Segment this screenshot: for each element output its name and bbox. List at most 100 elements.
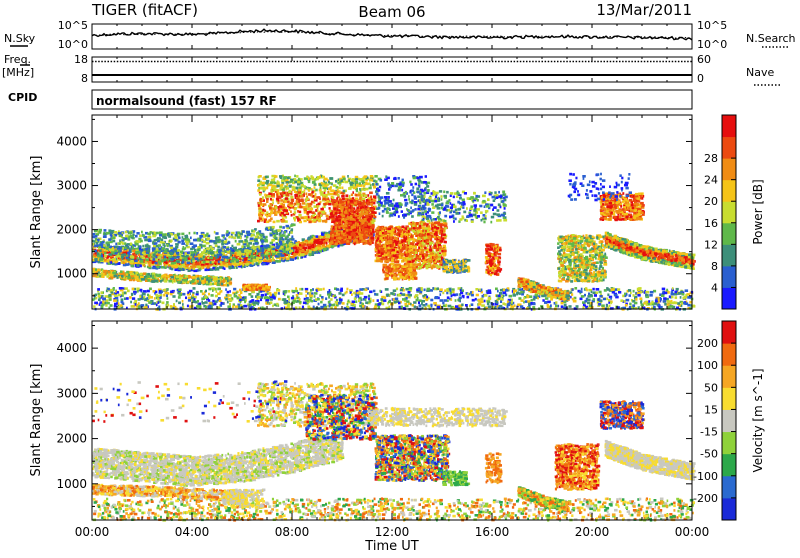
data-point <box>272 305 274 308</box>
data-point <box>594 294 597 297</box>
data-point <box>148 255 150 258</box>
data-point <box>251 295 254 298</box>
data-point <box>140 240 143 243</box>
data-point <box>425 299 428 302</box>
data-point <box>262 234 264 237</box>
data-point <box>475 288 478 291</box>
data-point <box>280 234 284 237</box>
data-point <box>208 293 210 296</box>
nave-tick-top: 60 <box>697 53 711 66</box>
data-point <box>121 256 124 259</box>
data-point <box>427 288 431 291</box>
data-point <box>472 299 475 302</box>
data-point <box>291 297 294 300</box>
data-point <box>663 300 667 303</box>
data-point <box>227 305 231 308</box>
data-point <box>115 260 117 263</box>
data-point <box>271 239 275 242</box>
data-point <box>618 291 621 294</box>
data-point <box>305 240 309 243</box>
data-point <box>201 267 203 270</box>
data-point <box>455 299 457 302</box>
data-point <box>161 259 165 262</box>
data-point <box>259 260 262 263</box>
data-point <box>148 297 150 300</box>
data-point <box>152 247 156 250</box>
data-point <box>513 293 516 296</box>
data-point <box>526 296 529 299</box>
data-point <box>134 260 137 263</box>
data-point <box>346 288 348 291</box>
data-point <box>309 292 312 295</box>
data-point <box>321 296 324 299</box>
data-point <box>215 232 218 235</box>
data-point <box>330 245 333 248</box>
data-point <box>237 263 239 266</box>
data-point <box>200 290 203 293</box>
data-point <box>611 288 615 291</box>
data-point <box>323 242 325 245</box>
data-point <box>157 266 160 269</box>
data-point <box>186 238 189 241</box>
data-point <box>592 288 594 291</box>
data-point <box>419 304 422 307</box>
data-point <box>182 248 185 251</box>
data-point <box>160 238 163 241</box>
data-point <box>383 299 386 302</box>
data-point <box>119 235 122 238</box>
data-point <box>666 303 669 306</box>
data-point <box>235 234 238 237</box>
data-point <box>449 289 451 292</box>
data-point <box>219 266 223 269</box>
data-point <box>251 229 253 232</box>
data-point <box>175 236 178 239</box>
data-point <box>127 243 131 246</box>
data-point <box>442 292 444 295</box>
data-point <box>308 238 310 241</box>
data-point <box>484 294 488 297</box>
data-point <box>339 299 343 302</box>
data-point <box>218 261 220 264</box>
data-point <box>243 253 245 256</box>
data-point <box>561 302 564 305</box>
data-point <box>233 288 236 291</box>
data-point <box>126 273 128 276</box>
data-point <box>210 283 213 286</box>
beam-title: Beam 06 <box>358 3 425 21</box>
data-point <box>124 287 128 290</box>
data-point <box>550 304 552 307</box>
data-point <box>263 245 267 248</box>
data-point <box>380 298 383 301</box>
data-point <box>222 246 226 249</box>
data-point <box>478 299 480 302</box>
data-point <box>132 297 135 300</box>
data-point <box>111 251 115 254</box>
data-point <box>224 267 226 270</box>
data-point <box>286 248 290 251</box>
data-point <box>193 239 197 242</box>
data-point <box>158 248 162 251</box>
data-point <box>249 304 251 307</box>
data-point <box>299 244 301 247</box>
data-point <box>360 292 363 295</box>
data-point <box>196 263 199 266</box>
data-point <box>430 304 432 307</box>
data-point <box>171 268 173 271</box>
data-point <box>186 242 189 245</box>
data-point <box>127 246 129 249</box>
data-point <box>622 295 624 298</box>
data-point <box>342 302 345 305</box>
data-point <box>187 305 189 308</box>
data-point <box>251 234 254 237</box>
data-point <box>295 290 298 293</box>
data-point <box>599 303 601 306</box>
data-point <box>281 254 285 257</box>
data-point <box>297 257 299 260</box>
data-point <box>95 235 98 238</box>
data-point <box>210 261 212 264</box>
data-point <box>199 235 203 238</box>
data-point <box>125 235 128 238</box>
data-point <box>163 289 167 292</box>
data-point <box>93 305 96 308</box>
